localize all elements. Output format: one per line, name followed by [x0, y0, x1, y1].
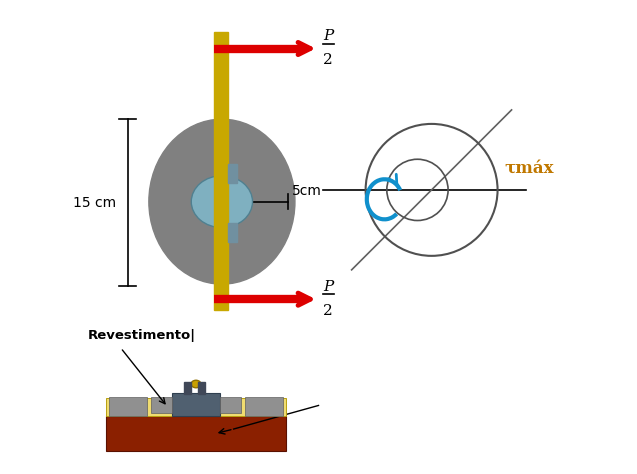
Text: 5cm: 5cm [292, 184, 322, 198]
Bar [198, 382, 205, 394]
Bar [228, 223, 238, 242]
Bar [106, 398, 285, 416]
Bar [214, 32, 228, 310]
Bar [184, 382, 190, 394]
Text: P: P [323, 29, 333, 43]
Ellipse shape [191, 176, 252, 228]
Text: P: P [323, 280, 333, 293]
Text: 2: 2 [323, 304, 333, 318]
Bar [106, 416, 285, 451]
Ellipse shape [149, 119, 295, 284]
Bar [228, 164, 238, 183]
Text: 2: 2 [323, 53, 333, 67]
Bar [220, 397, 241, 413]
Bar [245, 397, 283, 416]
Text: τmáx: τmáx [505, 160, 554, 177]
Text: 15 cm: 15 cm [73, 196, 116, 210]
Bar [173, 393, 220, 416]
Text: Revestimento|: Revestimento| [88, 329, 196, 342]
Bar [109, 397, 147, 416]
Ellipse shape [191, 380, 201, 388]
Bar [151, 397, 173, 413]
